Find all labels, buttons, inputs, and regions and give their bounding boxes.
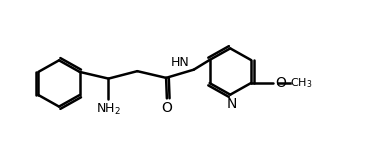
Text: HN: HN [171, 56, 189, 69]
Text: N: N [227, 97, 237, 111]
Text: CH$_3$: CH$_3$ [291, 76, 313, 90]
Text: O: O [275, 76, 286, 90]
Text: O: O [161, 101, 172, 115]
Text: NH$_2$: NH$_2$ [96, 102, 121, 117]
